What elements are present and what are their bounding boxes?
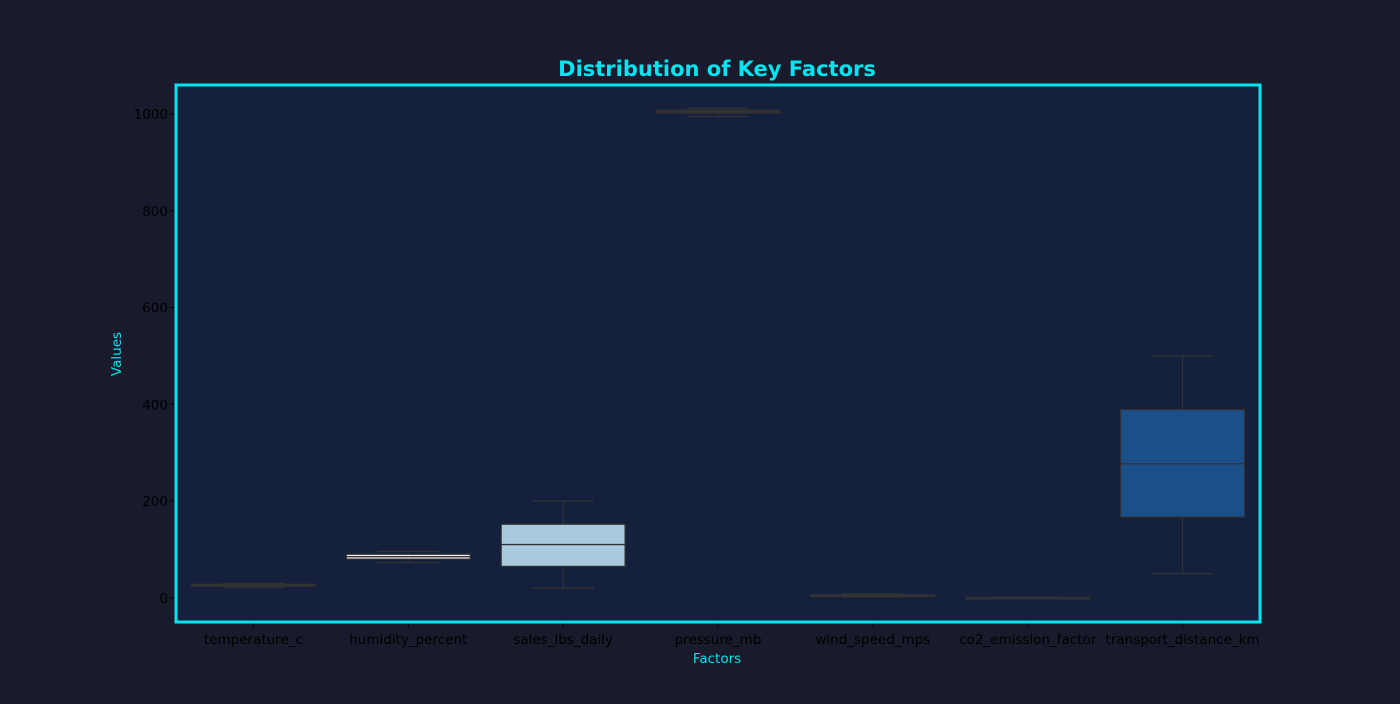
x-tick-label: temperature_c	[204, 632, 303, 648]
y-tick-label: 600	[142, 301, 168, 317]
box-humidity_percent	[345, 550, 471, 564]
x-tick-label: sales_lbs_daily	[513, 632, 613, 648]
plot-frame	[174, 83, 1262, 624]
x-tick-label: pressure_mb	[675, 632, 762, 648]
chart-title: Distribution of Key Factors	[558, 57, 876, 81]
box-transport_distance_km	[1120, 355, 1246, 575]
x-axis-ticks: temperature_c humidity_percent sales_lbs_d…	[204, 622, 1260, 648]
iqr-box	[500, 523, 626, 567]
x-axis-label: Factors	[693, 651, 741, 667]
y-tick-label: 1000	[134, 107, 168, 123]
box-co2_emission_factor	[965, 596, 1091, 600]
y-tick-label: 0	[159, 591, 168, 607]
x-tick-label: co2_emission_factor	[959, 632, 1097, 648]
box-pressure_mb	[655, 107, 781, 118]
box-temperature_c	[190, 582, 316, 588]
plot-area	[176, 85, 1260, 622]
box-sales_lbs_daily	[500, 500, 626, 589]
y-axis-label: Values	[109, 332, 125, 376]
y-axis-ticks: 0 200 400 600 800 1000	[134, 107, 176, 607]
x-tick-label: wind_speed_mps	[815, 632, 930, 648]
x-tick-label: humidity_percent	[349, 632, 467, 648]
box-series	[190, 107, 1246, 600]
y-tick-label: 800	[142, 204, 168, 220]
box-wind_speed_mps	[810, 593, 936, 598]
y-tick-label: 400	[142, 397, 168, 413]
y-tick-label: 200	[142, 494, 168, 510]
x-tick-label: transport_distance_km	[1106, 632, 1260, 648]
